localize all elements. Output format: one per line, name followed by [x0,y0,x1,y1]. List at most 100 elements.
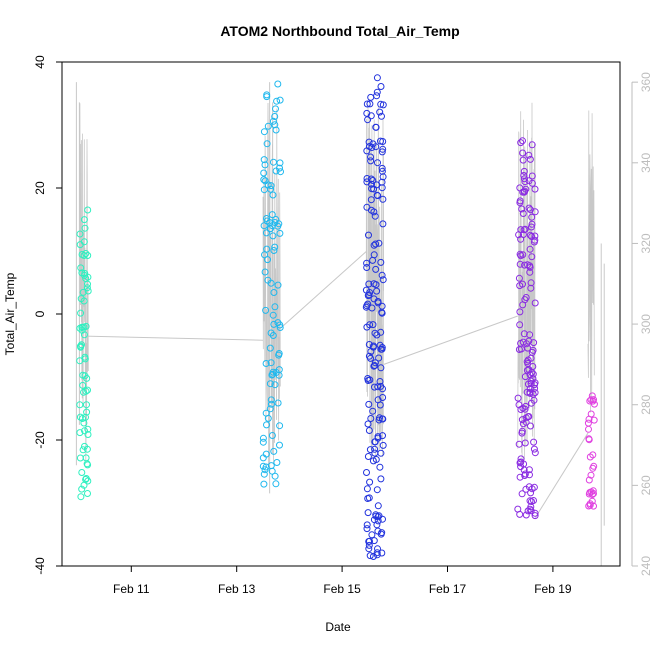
data-point [521,261,529,269]
data-point [372,511,380,519]
data-point [366,478,374,486]
data-point [363,521,371,529]
data-point [274,80,282,88]
right-axis-tick-label: 320 [639,233,650,253]
data-point [273,97,281,105]
data-point [81,270,89,277]
data-point [528,172,536,180]
data-point [269,191,277,199]
y-tick-label: 20 [33,181,47,195]
data-point [371,212,379,220]
data-point [377,530,385,538]
data-point [585,425,592,433]
data-point [84,287,92,295]
data-point [261,268,269,276]
data-point [376,341,384,349]
data-point [379,138,387,145]
data-point [76,413,84,421]
x-tick-label: Feb 17 [429,582,467,596]
data-point [364,292,372,300]
data-point [527,354,535,362]
data-point [373,74,381,82]
data-point [519,301,527,309]
axes: -40 -20 0 20 40 240 260 280 300 320 340 360 Feb 11 Fe… [33,55,650,596]
data-point [367,93,375,101]
data-point [84,431,92,438]
data-point [589,451,597,459]
data-point [377,258,385,266]
data-point [379,276,387,284]
data-point [269,232,277,240]
data-point [363,302,371,310]
data-point [259,434,267,442]
data-point [587,410,595,418]
data-point [263,421,270,429]
data-point [269,368,277,376]
data-point [259,462,267,470]
data-point [366,552,374,560]
data-point [378,167,386,175]
data-point [370,342,377,350]
data-point [587,471,595,479]
data-point [525,366,533,373]
data-point [524,413,532,421]
data-point [516,260,524,268]
data-point [378,148,386,156]
data-point [527,507,535,515]
data-point [587,396,595,404]
data-point [267,182,275,190]
series-line-segment [383,315,518,365]
data-point [270,247,278,254]
data-point [518,490,526,498]
data-point [261,161,269,169]
data-point [262,409,270,417]
right-axis-tick-label: 360 [639,72,650,92]
data-point [526,471,533,479]
data-point [276,96,284,104]
data-point [272,126,280,134]
data-point [519,280,526,288]
data-point [262,360,270,367]
data-point [364,375,372,382]
x-tick-label: Feb 11 [113,582,150,596]
data-point [81,353,89,361]
data-point [531,512,539,520]
data-point [521,439,529,447]
data-point [374,545,381,553]
data-point [372,240,380,248]
data-point [364,116,372,124]
data-point [371,445,379,453]
data-point [519,338,527,346]
data-point [79,446,87,454]
data-point [367,112,375,120]
plot-frame [61,61,621,567]
data-point [365,231,372,239]
data-point [374,159,381,167]
right-axis-tick-label: 300 [639,314,650,334]
data-point [378,549,386,557]
data-point [527,380,535,387]
data-point [83,284,91,292]
data-point [271,121,279,129]
data-point [522,185,530,193]
data-point [516,197,524,205]
data-point [274,281,282,289]
data-point [376,401,384,409]
data-point [523,366,531,374]
data-point [83,374,91,382]
data-point [373,287,381,295]
data-point [81,427,88,435]
data-point [530,483,538,491]
data-point [364,420,372,428]
data-point [371,449,379,457]
data-point [523,388,531,396]
data-point [521,187,529,195]
data-point [260,470,268,478]
data-point [269,311,277,319]
data-point [519,404,527,412]
chart-title: ATOM2 Northbound Total_Air_Temp [220,23,459,39]
data-point [84,386,91,394]
data-point [271,243,279,251]
data-point [272,480,280,488]
data-point [371,359,379,367]
